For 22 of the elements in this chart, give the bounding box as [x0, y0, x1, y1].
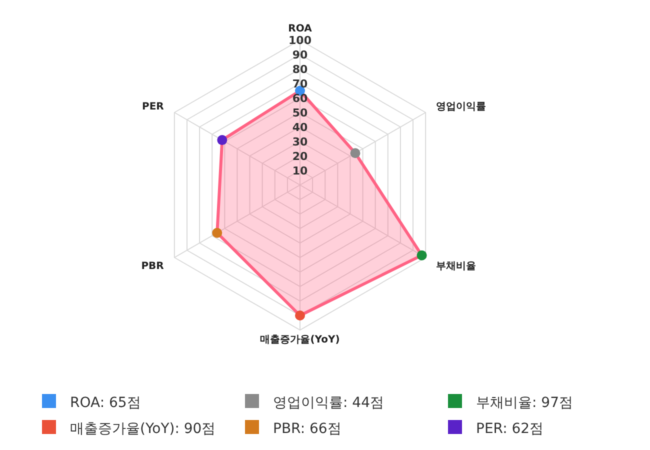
spoke-label: 부채비율 — [436, 260, 476, 272]
spoke-label: 매출증가율(YoY) — [260, 334, 340, 346]
annotation: 매출증가율(YoY): 90점 — [70, 421, 216, 437]
y-tick-label: 80 — [292, 63, 308, 76]
y-tick-label: 70 — [292, 78, 308, 90]
spoke-label: ROA — [288, 24, 312, 34]
y-tick-label: 40 — [292, 121, 308, 134]
annotation: 영업이익률: 44점 — [273, 395, 384, 411]
spoke-label: PBR — [141, 260, 164, 272]
y-tick-label: 90 — [292, 48, 308, 62]
annotation: PBR: 66점 — [273, 421, 342, 437]
y-tick-label: 60 — [292, 92, 308, 105]
spoke-label: 영업이익률 — [436, 101, 486, 112]
y-tick-label: 50 — [292, 106, 308, 120]
annotation: 부채비율: 97점 — [476, 395, 573, 411]
y-tick-label: 20 — [292, 150, 308, 163]
y-tick-label: 30 — [292, 136, 308, 148]
y-tick-label: 10 — [292, 164, 308, 178]
annotation: PER: 62점 — [476, 421, 544, 437]
y-tick-label: 100 — [288, 34, 312, 47]
spoke-label: PER — [142, 101, 164, 112]
annotation: ROA: 65점 — [70, 395, 141, 411]
